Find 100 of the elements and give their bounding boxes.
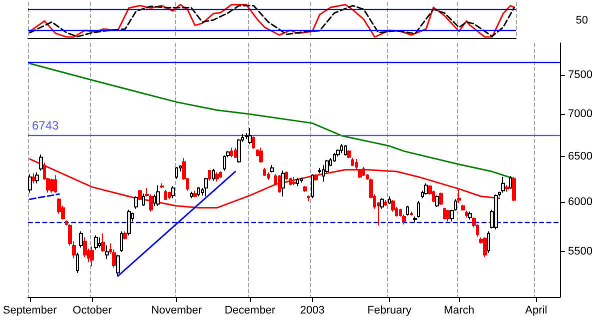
candlestick xyxy=(439,192,443,206)
candlestick xyxy=(505,184,509,192)
candlestick xyxy=(156,184,160,206)
candlestick xyxy=(333,152,336,162)
candlestick xyxy=(483,236,487,258)
candlestick xyxy=(190,191,193,199)
candlestick xyxy=(98,236,101,248)
candlestick xyxy=(94,234,98,250)
candlestick xyxy=(391,200,395,212)
candlestick xyxy=(296,177,299,187)
candlestick xyxy=(263,167,266,177)
candlestick xyxy=(164,189,167,201)
candlestick xyxy=(358,168,362,178)
candlestick xyxy=(120,230,123,252)
candlestick xyxy=(50,178,54,194)
candlestick xyxy=(101,232,105,252)
candlestick xyxy=(457,189,461,204)
candlestick xyxy=(116,254,120,277)
x-tick-label: December xyxy=(224,304,276,316)
candlestick xyxy=(248,128,252,145)
candlestick xyxy=(219,171,222,178)
candlestick xyxy=(123,230,127,240)
x-tick-label: 2003 xyxy=(300,304,325,316)
candlestick xyxy=(230,147,233,158)
candlestick xyxy=(223,155,226,172)
candlestick xyxy=(267,172,270,180)
candlestick xyxy=(501,176,505,194)
candlestick xyxy=(362,166,365,177)
candlestick xyxy=(171,186,175,199)
candlestick xyxy=(252,136,255,150)
x-tick-label: November xyxy=(151,304,202,316)
candlestick xyxy=(406,205,409,216)
candlestick xyxy=(347,150,351,159)
candlestick xyxy=(32,172,35,184)
ref-line-label: 6743 xyxy=(32,118,60,132)
candlestick xyxy=(259,147,263,164)
candlestick xyxy=(410,211,413,216)
candlestick xyxy=(509,176,512,190)
x-tick-label: April xyxy=(525,304,548,316)
candlestick xyxy=(168,191,171,200)
candlestick xyxy=(443,207,446,220)
candlestick xyxy=(215,172,219,182)
x-tick-label: October xyxy=(72,304,112,316)
candlestick xyxy=(351,158,354,167)
candlestick xyxy=(388,196,391,204)
candlestick xyxy=(35,172,39,184)
x-tick-label: March xyxy=(444,304,474,316)
candlestick xyxy=(208,169,211,182)
candlestick xyxy=(105,245,109,260)
candlestick xyxy=(28,174,32,194)
y-tick-label: 7500 xyxy=(568,68,592,81)
candlestick xyxy=(142,193,145,206)
candlestick xyxy=(417,200,420,218)
candlestick xyxy=(278,174,281,194)
candlestick xyxy=(197,186,200,197)
y-tick-label: 7000 xyxy=(568,108,592,120)
candlestick xyxy=(90,246,94,267)
candlestick xyxy=(314,174,318,182)
line-series xyxy=(29,158,500,209)
text: 50 xyxy=(576,14,588,26)
candlestick xyxy=(446,209,450,222)
candlestick xyxy=(292,176,296,186)
candlestick xyxy=(303,186,307,192)
candlestick xyxy=(307,194,310,202)
candlestick xyxy=(344,144,347,156)
candlestick xyxy=(204,177,208,197)
candlestick xyxy=(300,177,303,183)
candlestick xyxy=(160,182,164,188)
candlestick xyxy=(134,196,138,210)
candlestick xyxy=(175,166,178,180)
candlestick xyxy=(424,182,428,196)
line-series xyxy=(29,62,515,180)
candlestick xyxy=(494,194,498,230)
candlestick xyxy=(340,144,343,154)
candlestick xyxy=(281,170,285,197)
candlestick xyxy=(234,147,237,159)
candlestick xyxy=(127,209,131,236)
candlestick xyxy=(212,168,215,182)
candlestick xyxy=(468,211,472,220)
candlestick xyxy=(465,210,468,218)
x-tick-label: September xyxy=(2,304,58,316)
candlestick xyxy=(380,198,384,210)
candlestick xyxy=(461,204,465,212)
candlestick xyxy=(512,176,516,202)
candlestick xyxy=(413,216,417,223)
candlestick xyxy=(76,252,79,274)
y-tick-label: 5500 xyxy=(568,246,592,258)
candlestick xyxy=(39,154,43,172)
candlestick xyxy=(270,164,274,173)
candlestick xyxy=(193,190,197,198)
candlestick xyxy=(79,230,83,248)
y-tick-label: 6000 xyxy=(568,196,592,208)
y-tick-label: 6500 xyxy=(568,150,592,162)
candlestick xyxy=(384,200,387,206)
candlestick xyxy=(54,174,57,194)
candlestick xyxy=(138,189,142,201)
x-tick-label: February xyxy=(367,304,412,316)
candlestick xyxy=(435,194,439,208)
candlestick xyxy=(311,174,314,199)
candlestick xyxy=(487,230,490,254)
